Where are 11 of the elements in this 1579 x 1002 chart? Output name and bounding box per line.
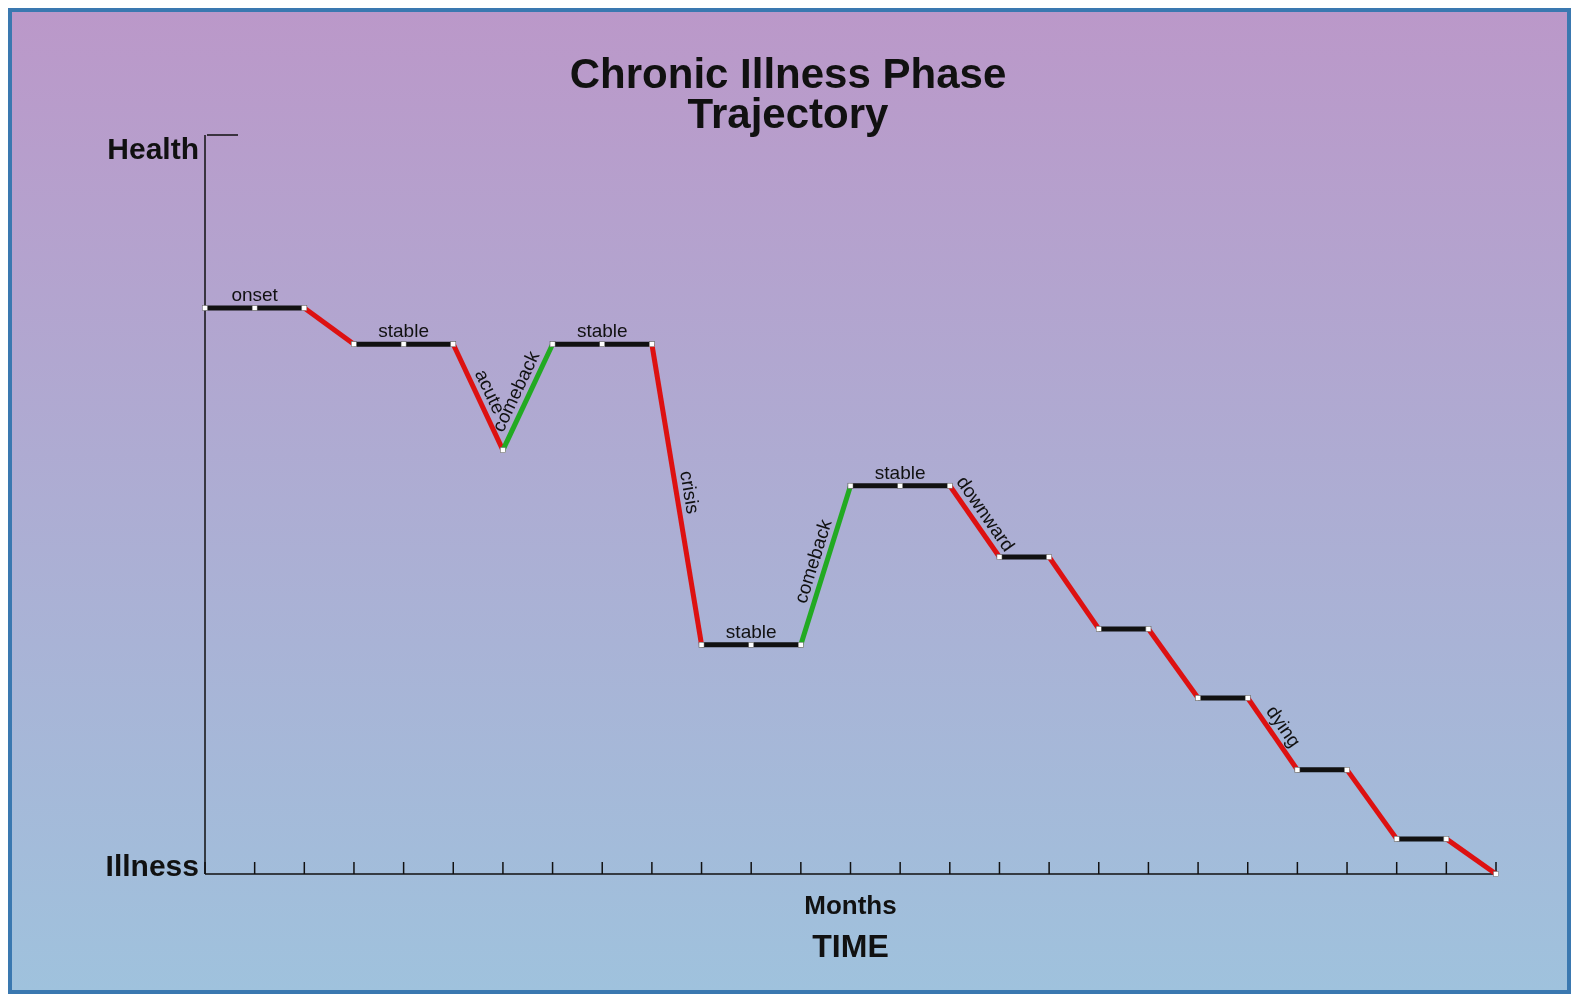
text: Illness [105,849,199,882]
series-label: stable [874,461,926,483]
x-axis-title: Months [804,890,897,920]
text: Health [107,132,199,165]
series-label: stable [725,620,777,642]
text: TIME [812,928,889,964]
series-label: onset [231,284,279,305]
text: crisis [676,469,704,516]
series-label: stable [576,320,628,342]
chart-title: Chronic Illness Phase Trajectory [569,50,1007,137]
series-label: stable [378,320,429,342]
